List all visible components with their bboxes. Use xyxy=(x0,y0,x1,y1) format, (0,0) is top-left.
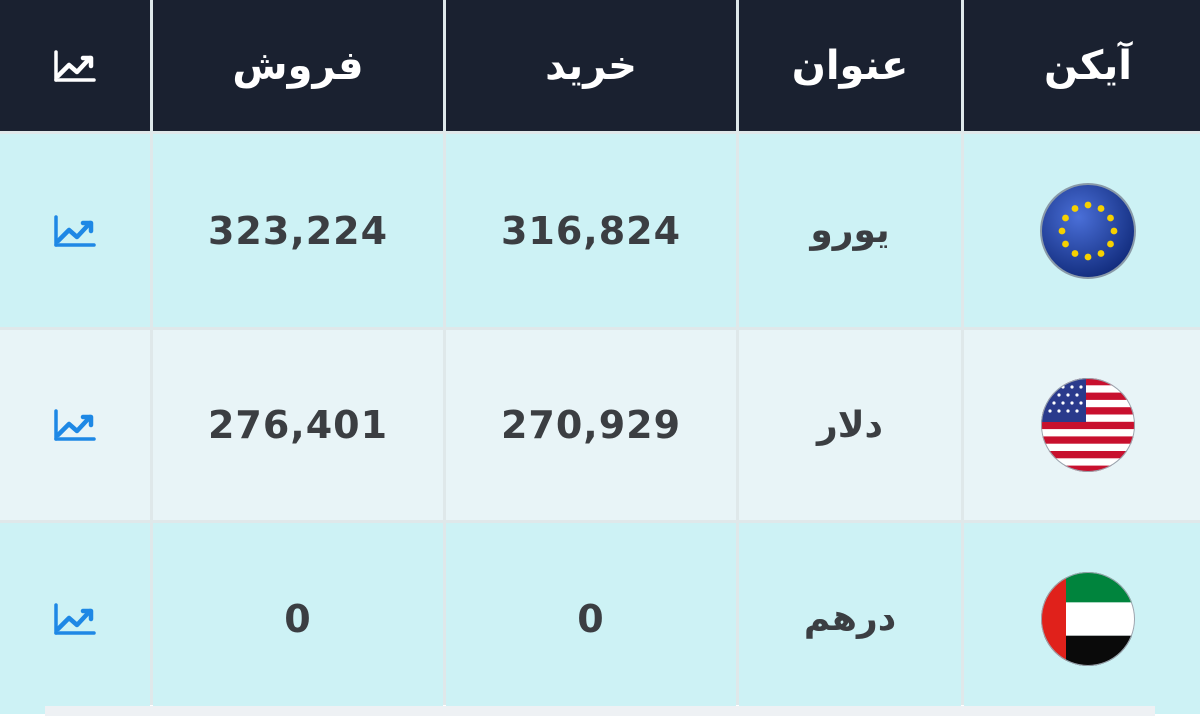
header-buy: خرید xyxy=(446,0,736,131)
buy-value-dollar: 270,929 xyxy=(446,330,736,520)
currency-title-euro: یورو xyxy=(739,134,961,327)
sell-value-dirham: 0 xyxy=(153,523,443,714)
currency-title-dirham: درهم xyxy=(739,523,961,714)
us-flag-icon xyxy=(964,330,1200,520)
chart-button-dirham[interactable] xyxy=(0,523,150,714)
header-chart-icon xyxy=(0,0,150,131)
trending-chart-icon xyxy=(54,602,96,635)
eu-flag-icon xyxy=(964,134,1200,327)
uae-flag-icon xyxy=(964,523,1200,714)
bottom-divider xyxy=(45,706,1155,716)
buy-value-dirham: 0 xyxy=(446,523,736,714)
header-icon: آیکن xyxy=(964,0,1200,131)
sell-value-dollar: 276,401 xyxy=(153,330,443,520)
currency-title-dollar: دلار xyxy=(739,330,961,520)
header-title: عنوان xyxy=(739,0,961,131)
buy-value-euro: 316,824 xyxy=(446,134,736,327)
sell-value-euro: 323,224 xyxy=(153,134,443,327)
header-sell: فروش xyxy=(153,0,443,131)
trending-chart-icon xyxy=(54,409,96,441)
chart-button-euro[interactable] xyxy=(0,134,150,327)
trending-chart-icon xyxy=(54,214,96,247)
chart-button-dollar[interactable] xyxy=(0,330,150,520)
